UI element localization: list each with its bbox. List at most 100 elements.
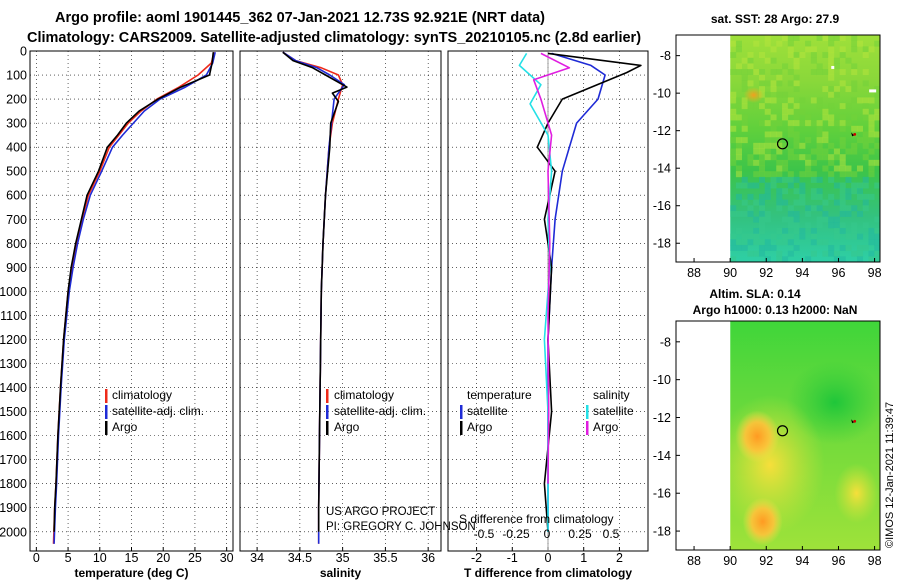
sst-cell <box>874 159 881 166</box>
sst-cell <box>758 171 766 178</box>
sst-cell <box>764 210 771 217</box>
sst-cell <box>764 97 771 104</box>
sst-cell <box>787 103 794 110</box>
sst-cell <box>770 154 777 161</box>
sst-cell <box>856 233 864 240</box>
sst-cell <box>862 114 869 121</box>
lon-tick-label: 98 <box>868 554 882 568</box>
sst-cell <box>851 114 858 121</box>
sst-cell <box>799 97 806 104</box>
sst-cell <box>805 205 812 212</box>
sst-cell <box>805 159 812 166</box>
sst-cell <box>851 69 858 76</box>
sst-cell <box>758 222 766 229</box>
sst-cell <box>822 199 829 206</box>
sst-cell <box>845 120 852 127</box>
sst-cell <box>862 46 869 53</box>
sst-cell <box>816 154 823 161</box>
sst-cell <box>851 86 858 93</box>
x-axis-label: T difference from climatology <box>464 566 632 580</box>
y-tick-label: 700 <box>6 213 27 227</box>
sst-cell <box>868 165 875 172</box>
sst-cell <box>787 154 794 161</box>
sst-cell <box>758 74 766 81</box>
sst-cell <box>758 52 766 58</box>
sst-cell <box>845 103 852 110</box>
sst-cell <box>782 188 789 195</box>
sst-cell <box>758 199 766 206</box>
y-tick-label: 100 <box>6 69 27 83</box>
sst-cell <box>770 97 777 104</box>
sst-cell <box>770 57 777 64</box>
sst-cell <box>764 91 771 98</box>
sst-cell <box>758 205 766 212</box>
lon-tick-label: 90 <box>723 266 737 280</box>
sst-cell <box>810 205 817 212</box>
sst-cell <box>793 199 800 206</box>
sst-cell <box>787 69 794 76</box>
sst-cell <box>868 97 875 104</box>
x-tick-label: 1 <box>580 551 587 565</box>
sst-cell <box>816 239 823 246</box>
lat-tick-label: -10 <box>653 373 671 387</box>
sst-cell <box>833 233 840 240</box>
sst-cell <box>862 80 869 87</box>
temperature-legend: climatology satellite-adj. clim. Argo <box>105 388 204 435</box>
y-tick-label: 1600 <box>0 429 27 443</box>
sst-cell <box>776 239 783 246</box>
sst-cell <box>810 250 817 257</box>
sst-cell <box>764 256 771 262</box>
sst-cell <box>833 199 840 206</box>
series-line-argo <box>53 52 215 532</box>
sst-cell <box>776 159 783 166</box>
sst-cell <box>741 114 748 121</box>
sst-cell <box>730 97 737 104</box>
sst-cell <box>874 40 881 47</box>
nearby-float-dot <box>853 419 857 423</box>
sst-cell <box>874 256 881 262</box>
lon-tick-label: 96 <box>832 554 846 568</box>
y-tick-label: 600 <box>6 189 27 203</box>
sst-cell <box>782 239 789 246</box>
lon-tick-label: 98 <box>868 266 882 280</box>
sst-cell <box>856 182 864 189</box>
sst-cell <box>822 52 829 58</box>
sst-warm-patch <box>743 87 764 104</box>
sst-cell <box>730 256 737 262</box>
sst-cell <box>776 171 783 178</box>
sst-cell <box>833 91 840 98</box>
sst-missing-cell <box>831 65 835 69</box>
sst-cell <box>851 80 858 87</box>
sst-cell <box>730 205 737 212</box>
sst-cell <box>828 159 835 166</box>
legend-title-salinity: salinity <box>593 388 630 402</box>
sst-cell <box>741 69 748 76</box>
sst-cell <box>862 199 869 206</box>
sst-cell <box>810 239 817 246</box>
sst-cell <box>816 69 823 76</box>
sst-cell <box>793 74 800 81</box>
temperature-profile-panel: 0 5 10 15 20 25 30 temperature (deg C) 0 100 200 30… <box>0 45 234 580</box>
legend-swatch-s-satellite <box>586 405 589 419</box>
sst-cell <box>828 250 835 257</box>
sst-cell <box>845 165 852 172</box>
x-tick-label: 35 <box>336 551 350 565</box>
sst-cell <box>874 227 881 234</box>
sst-cell <box>770 125 777 132</box>
sst-cell <box>810 52 817 58</box>
lat-tick-label: -16 <box>653 487 671 501</box>
sst-cell <box>799 52 806 58</box>
sst-cell <box>828 40 835 47</box>
sst-cell <box>764 80 771 87</box>
sst-cell <box>851 250 858 257</box>
sst-cell <box>793 137 800 144</box>
sst-cell <box>845 171 852 178</box>
sst-cell <box>816 193 823 200</box>
sst-cell <box>862 103 869 110</box>
sst-cell <box>810 188 817 195</box>
sst-cell <box>747 233 754 240</box>
sst-cell <box>776 40 783 47</box>
sst-cell <box>828 52 835 58</box>
sst-cell <box>845 193 852 200</box>
